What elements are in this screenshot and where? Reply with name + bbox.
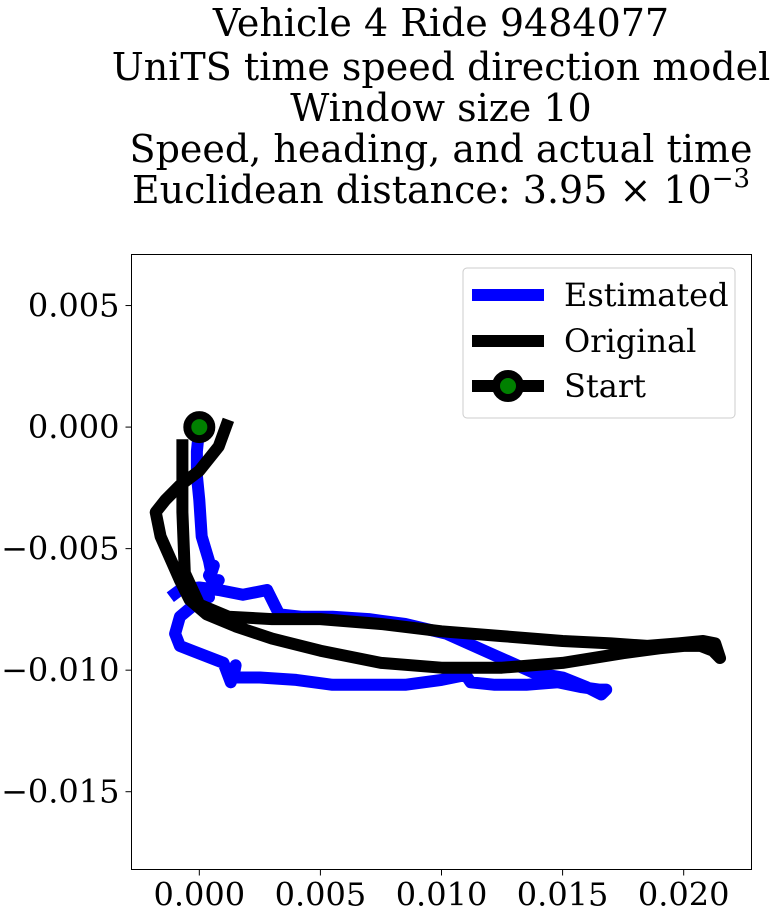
series-line-original [149, 417, 726, 674]
title-line-1: Vehicle 4 Ride 9484077 [212, 1, 669, 45]
title-line-4: Speed, heading, and actual time [130, 127, 753, 171]
title-line-3: Window size 10 [290, 86, 591, 130]
series-line-estimated [166, 426, 613, 701]
title-line-5: Euclidean distance: 3.95 × 10−3 [132, 164, 750, 212]
legend-estimated-label: Estimated [564, 276, 729, 314]
x-tick-label: 0.020 [638, 876, 730, 914]
x-tick-label: 0.015 [517, 876, 609, 914]
y-tick-label: −0.010 [1, 651, 119, 689]
axes: 0.000 0.005 0.010 0.015 0.020 0.005 0.000 −0.00… [1, 287, 729, 914]
y-tick-label: −0.015 [1, 773, 119, 811]
y-tick-label: 0.005 [28, 287, 120, 325]
legend-start-marker [492, 370, 524, 402]
plot-area [149, 411, 726, 701]
legend-original-label: Original [564, 322, 696, 360]
x-tick-label: 0.010 [396, 876, 488, 914]
x-tick-label: 0.005 [275, 876, 367, 914]
y-tick-label: −0.005 [1, 530, 119, 568]
legend: Estimated Original Start [462, 267, 736, 419]
legend-start-label: Start [564, 367, 646, 405]
chart-title: Vehicle 4 Ride 9484077 UniTS time speed … [112, 1, 771, 212]
y-tick-label: 0.000 [28, 408, 120, 446]
x-tick-label: 0.000 [154, 876, 246, 914]
start-marker [183, 411, 216, 444]
title-line-2: UniTS time speed direction model [112, 45, 771, 89]
